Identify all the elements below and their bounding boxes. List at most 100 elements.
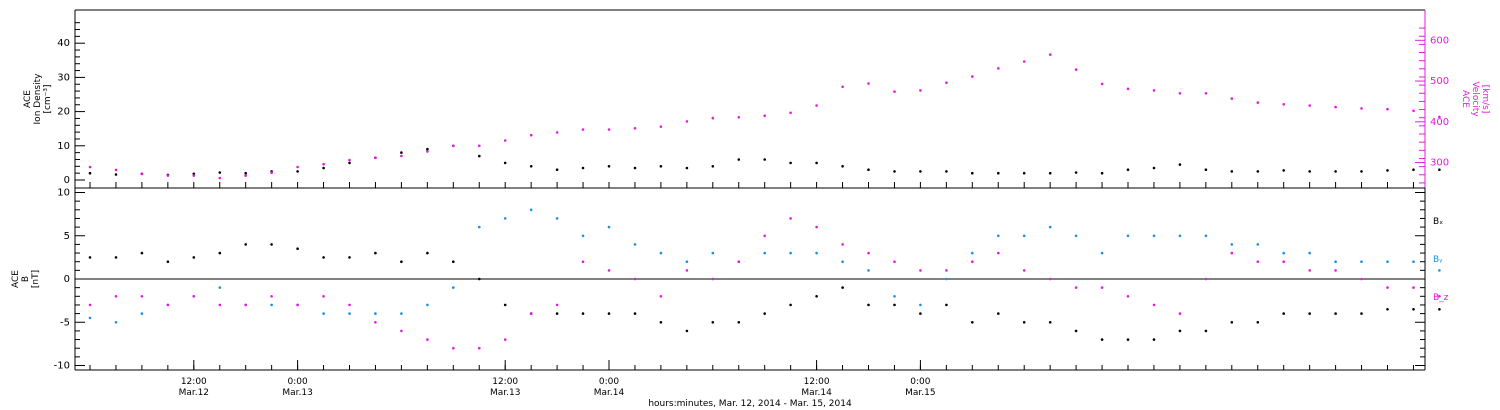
velocity-point (815, 104, 818, 107)
velocity-point (841, 85, 844, 89)
x-tick-time: 0:00 (599, 377, 619, 387)
velocity-point (1230, 97, 1234, 100)
bx-point (400, 260, 403, 264)
bz-point (1048, 277, 1052, 281)
by-point (270, 303, 273, 307)
by-point (88, 316, 92, 320)
x-axis-title: hours:minutes, Mar. 12, 2014 - Mar. 15, … (648, 399, 852, 409)
velocity-point (763, 114, 766, 117)
density-point (1204, 168, 1208, 171)
by-point (971, 251, 974, 255)
by-point (893, 295, 896, 298)
density-point (1282, 169, 1285, 172)
by-point (114, 321, 118, 324)
bz-point (478, 346, 481, 350)
density-point (218, 171, 222, 174)
bz-point (841, 243, 844, 246)
legend-by: Bᵧ (1433, 255, 1443, 265)
bz-point (581, 260, 585, 264)
density-point (244, 171, 247, 175)
density-point (737, 158, 741, 161)
x-tick-date: Mar.14 (801, 388, 832, 398)
bottom-data-points (88, 208, 1441, 350)
density-point (503, 161, 507, 165)
bz-point (685, 269, 689, 272)
x-tick-time: 0:00 (287, 377, 307, 387)
by-point (581, 234, 585, 238)
by-point (503, 217, 507, 220)
bz-point (374, 321, 377, 324)
by-point (1022, 234, 1026, 238)
bx-point (815, 295, 818, 298)
bx-point (218, 251, 222, 255)
bx-point (1022, 321, 1026, 324)
density-point (1256, 170, 1260, 173)
bx-point (1204, 329, 1208, 333)
by-point (841, 260, 844, 264)
velocity-point (322, 162, 325, 166)
bz-point (114, 295, 118, 298)
bz-point (1334, 269, 1337, 272)
velocity-tick-label: 300 (1430, 158, 1449, 169)
bz-point (426, 338, 429, 341)
density-point (841, 165, 844, 168)
by-point (1308, 251, 1311, 255)
velocity-point (529, 133, 533, 137)
bx-point (1282, 312, 1285, 315)
bx-point (1412, 308, 1415, 311)
velocity-point (270, 171, 273, 174)
velocity-point (971, 75, 974, 78)
bz-point (1386, 286, 1389, 289)
bx-point (374, 251, 377, 255)
density-point (789, 161, 792, 165)
bx-point (296, 247, 299, 250)
velocity-point (1334, 105, 1337, 109)
bfield-label-line2: B (21, 276, 31, 282)
bz-point (452, 346, 455, 350)
bx-point (997, 312, 1000, 315)
by-point (711, 251, 715, 255)
bx-point (763, 312, 766, 315)
density-point (1074, 171, 1078, 174)
bz-point (270, 295, 273, 298)
density-point (1100, 171, 1104, 175)
by-point (1412, 260, 1415, 264)
velocity-tick-label: 600 (1430, 35, 1449, 46)
velocity-point (1308, 104, 1311, 107)
velocity-label-line3: [km/s] (1480, 85, 1490, 114)
bz-point (1204, 277, 1208, 281)
bx-point (1152, 338, 1156, 341)
x-tick-time: 0:00 (910, 377, 930, 387)
by-point (218, 286, 222, 289)
by-point (1152, 234, 1156, 238)
x-tick-time: 12:00 (804, 377, 830, 387)
bx-point (1100, 338, 1104, 341)
bz-point (711, 277, 715, 281)
velocity-label-line1: ACE (1460, 90, 1470, 108)
bx-point (140, 251, 144, 255)
velocity-point (1074, 68, 1078, 71)
velocity-point (1438, 115, 1441, 119)
velocity-point (633, 127, 637, 130)
velocity-tick-label: 500 (1430, 76, 1449, 87)
top-data-points (88, 53, 1441, 180)
bz-point (867, 251, 870, 255)
density-point (815, 161, 818, 165)
density-point (1048, 171, 1052, 175)
density-point (763, 158, 766, 161)
bz-point (659, 295, 663, 298)
by-point (348, 312, 351, 315)
by-point (478, 225, 481, 229)
bx-point (1308, 312, 1311, 315)
top-ticks: 0 10 20 30 40 300 400 500 600 (57, 35, 1449, 186)
bz-point (919, 269, 922, 272)
by-point (374, 312, 377, 315)
density-point (192, 172, 196, 176)
velocity-point (140, 172, 144, 176)
bz-point (945, 269, 948, 272)
velocity-point (945, 81, 948, 84)
bx-point (685, 329, 689, 333)
by-point (452, 286, 455, 289)
by-point (763, 251, 766, 255)
